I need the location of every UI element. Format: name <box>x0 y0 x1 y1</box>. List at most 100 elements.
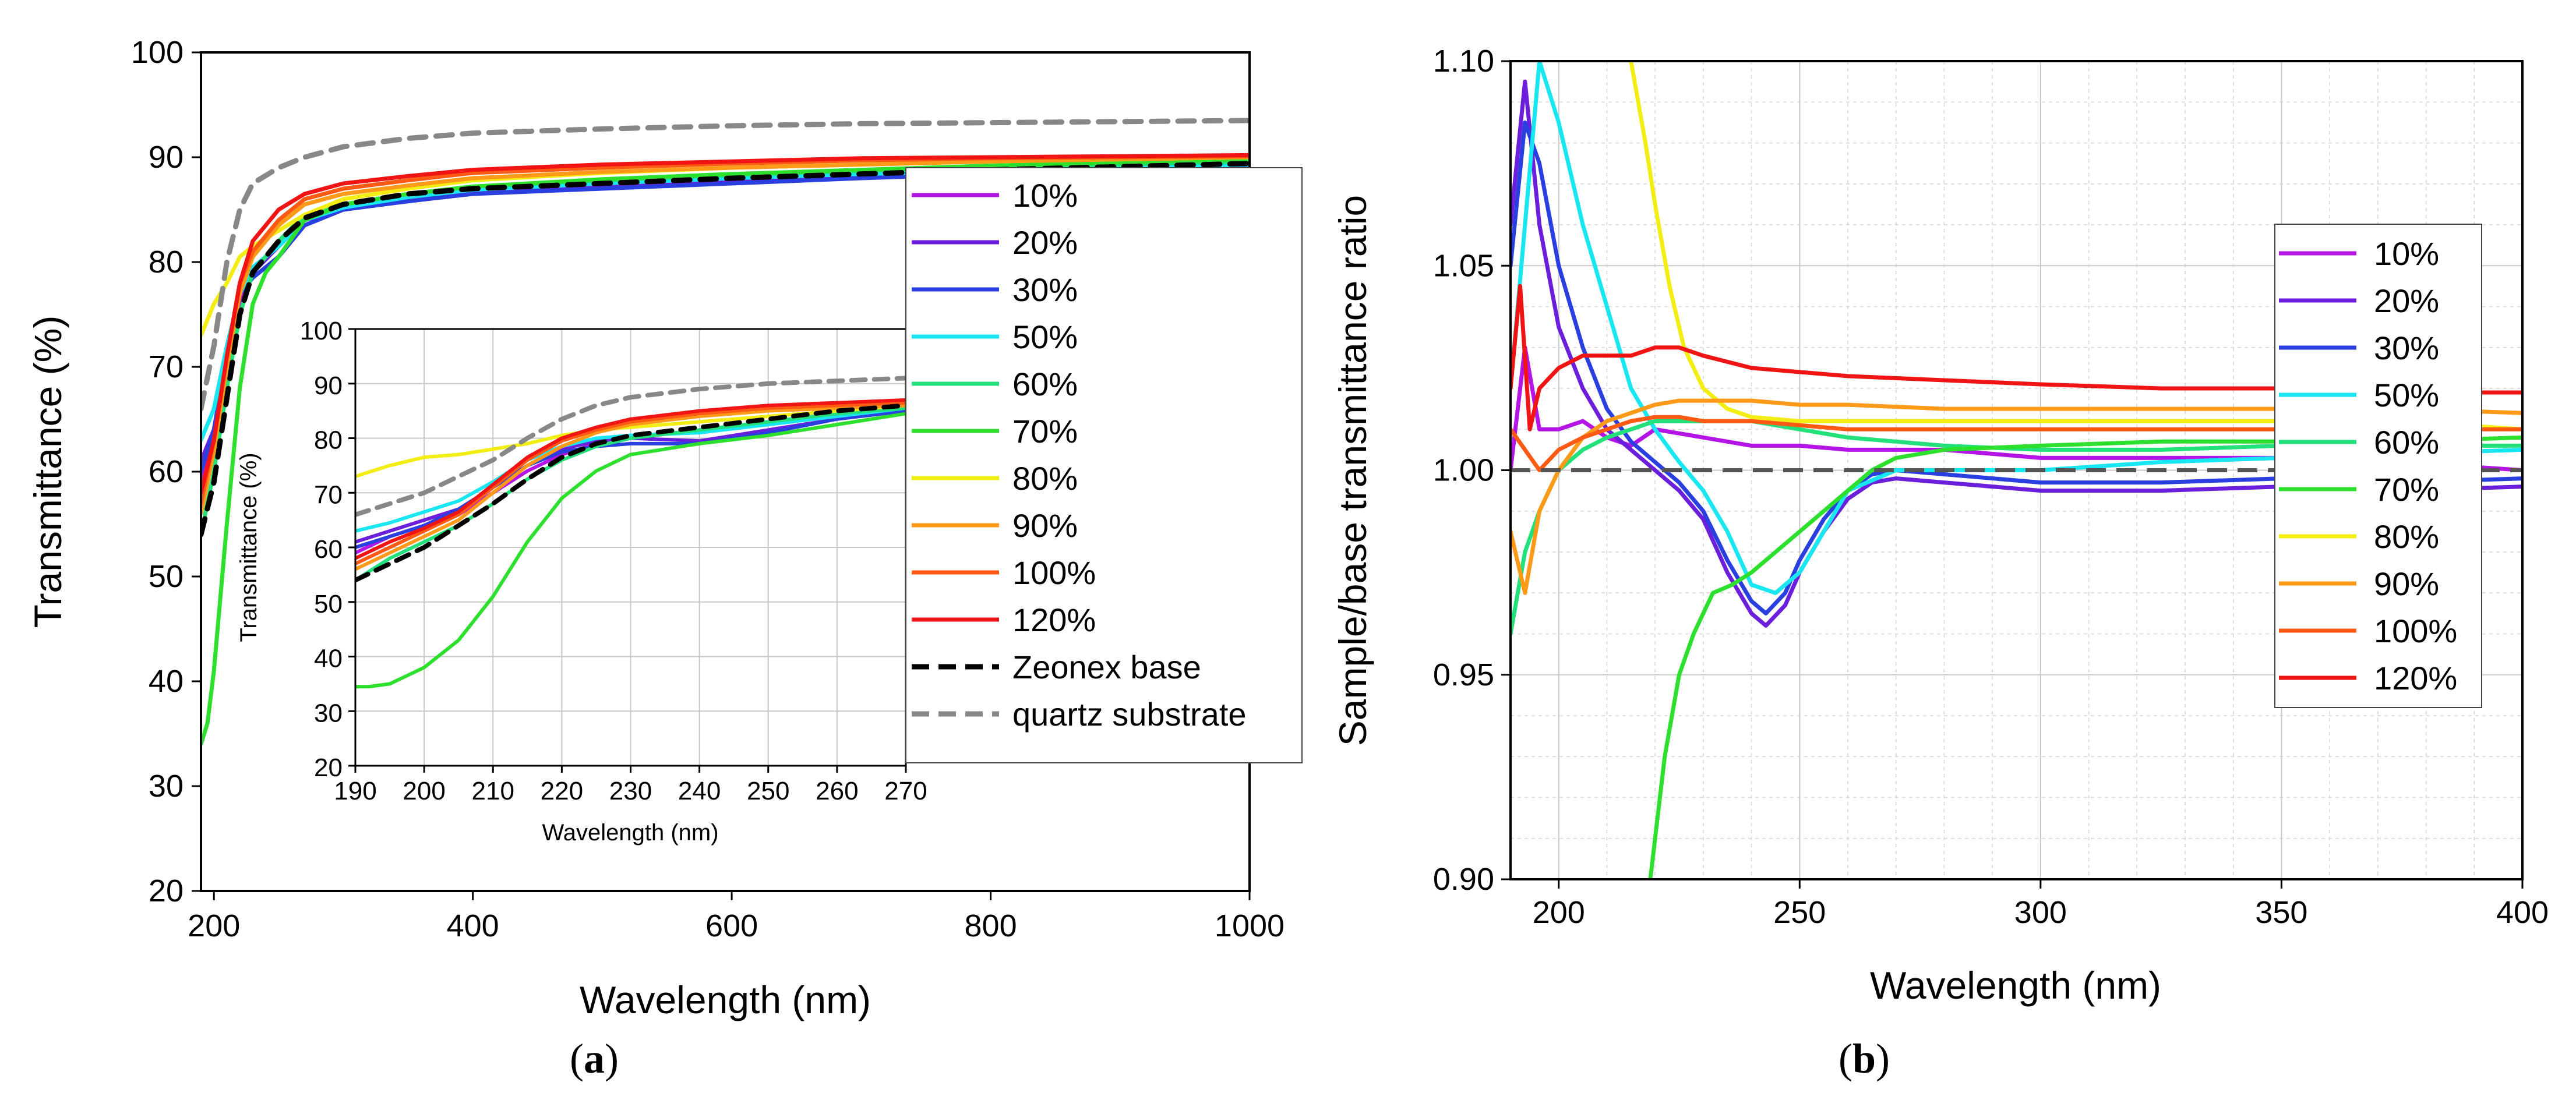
panel-a-legend-box <box>905 167 1303 763</box>
panel-b-y-axis-label: Sample/base transmittance ratio <box>1331 195 1374 746</box>
panel-b-y-tick-label: 1.00 <box>1433 453 1494 488</box>
inset-y-tick-label: 60 <box>314 535 343 564</box>
inset-y-axis-label: Transmittance (%) <box>236 452 262 642</box>
inset-x-tick-label: 210 <box>472 777 514 805</box>
panel-b-x-tick-label: 250 <box>1773 895 1826 930</box>
panel-b-series-20pct <box>1511 79 2522 628</box>
inset-x-ticks: 190 200 210 220 230 240 250 260 270 <box>334 766 927 805</box>
inset-series-70pct <box>355 412 906 689</box>
panel-a-y-tick-label: 90 <box>149 140 184 175</box>
panel-a-legend-entries: 10% 20% 30% 50% 60% 70% 80% 90% 100% 120% Zeonex b… <box>912 177 1247 733</box>
panel-a-x-tick-label: 400 <box>447 908 499 943</box>
panel-b-x-axis-label: Wavelength (nm) <box>1870 964 2161 1007</box>
panel-b-legend-label-60pct: 60% <box>2374 424 2439 461</box>
panel-b-y-ticks: 0.90 0.95 1.00 1.05 1.10 <box>1433 44 1511 897</box>
panel-b-x-tick-label: 300 <box>2014 895 2067 930</box>
panel-b: 200 250 300 350 400 0.90 0.95 1.00 1.05 1.10 Wav… <box>1331 44 2549 1082</box>
panel-b-y-tick-label: 1.05 <box>1433 248 1494 283</box>
inset-x-tick-label: 190 <box>334 777 376 805</box>
panel-a-series-quartz-substrate <box>201 118 1250 412</box>
panel-b-legend-box <box>2274 224 2482 708</box>
panel-a-legend-label-50pct: 50% <box>1012 319 1078 355</box>
panel-a-x-tick-label: 600 <box>705 908 758 943</box>
inset-y-tick-label: 90 <box>314 372 343 400</box>
panel-b-series-70pct <box>1648 435 2522 879</box>
inset-series-zeonex-base <box>355 403 906 583</box>
panel-b-plot-area <box>1511 61 2522 879</box>
panel-a-legend-label-30pct: 30% <box>1012 271 1078 308</box>
inset-x-tick-label: 250 <box>747 777 789 805</box>
inset-y-tick-label: 50 <box>314 590 343 618</box>
panel-a-x-ticks: 200 400 600 800 1000 <box>188 891 1285 943</box>
inset-y-tick-label: 30 <box>314 699 343 727</box>
panel-a-y-tick-label: 70 <box>149 349 184 384</box>
inset-series-20pct <box>355 409 906 544</box>
inset-series-quartz-substrate <box>355 376 906 517</box>
panel-b-series-30pct <box>1511 120 2522 616</box>
panel-a-y-tick-label: 100 <box>131 35 184 70</box>
panel-a-y-tick-label: 80 <box>149 245 184 280</box>
panel-b-series-120pct <box>1511 284 2522 431</box>
panel-a-y-axis-label: Transmittance (%) <box>26 316 69 628</box>
inset-series-100pct <box>355 401 906 566</box>
panel-b-legend-label-120pct: 120% <box>2374 660 2457 696</box>
panel-b-legend-label-90pct: 90% <box>2374 565 2439 602</box>
panel-b-series-10pct <box>1511 345 2522 472</box>
panel-b-x-tick-label: 200 <box>1533 895 1585 930</box>
panel-b-x-tick-label: 350 <box>2255 895 2307 930</box>
inset-series-90pct <box>355 404 906 571</box>
panel-b-legend-label-30pct: 30% <box>2374 330 2439 366</box>
inset-x-tick-label: 200 <box>403 777 445 805</box>
panel-b-legend-label-20pct: 20% <box>2374 282 2439 319</box>
panel-b-x-tick-label: 400 <box>2496 895 2549 930</box>
panel-b-legend-label-10pct: 10% <box>2374 235 2439 272</box>
panel-a-y-tick-label: 20 <box>149 873 184 908</box>
panel-a-legend-label-120pct: 120% <box>1012 602 1096 638</box>
panel-a-legend-label-100pct: 100% <box>1012 554 1096 591</box>
panel-a-legend-label-80pct: 80% <box>1012 460 1078 497</box>
inset-y-tick-label: 70 <box>314 480 343 509</box>
panel-a-legend-label-70pct: 70% <box>1012 413 1078 450</box>
inset-series-30pct <box>355 409 906 549</box>
panel-b-series-50pct <box>1511 61 2522 595</box>
panel-b-x-ticks: 200 250 300 350 400 <box>1533 879 2549 930</box>
panel-a-y-tick-label: 40 <box>149 664 184 699</box>
inset-x-tick-label: 270 <box>884 777 927 805</box>
panel-b-legend-label-70pct: 70% <box>2374 471 2439 508</box>
inset-x-axis-label: Wavelength (nm) <box>542 820 718 846</box>
panel-b-y-tick-label: 0.90 <box>1433 862 1494 897</box>
panel-b-series-80pct <box>1629 61 2522 431</box>
inset-y-tick-label: 20 <box>314 754 343 782</box>
panel-a-legend-label-10pct: 10% <box>1012 177 1078 214</box>
panel-b-legend-label-80pct: 80% <box>2374 518 2439 555</box>
panel-b-legend: 10% 20% 30% 50% 60% 70% 80% 90% 100% 120% <box>2274 224 2482 708</box>
panel-b-caption: (b) <box>1839 1035 1890 1082</box>
inset-y-ticks: 20 30 40 50 60 70 80 90 100 <box>300 317 355 782</box>
panel-b-legend-entries: 10% 20% 30% 50% 60% 70% 80% 90% 100% 120% <box>2279 235 2457 696</box>
panel-a-legend: 10% 20% 30% 50% 60% 70% 80% 90% 100% 120% Zeonex b… <box>905 167 1303 763</box>
inset-y-tick-label: 40 <box>314 645 343 673</box>
panel-a-y-tick-label: 30 <box>149 769 184 804</box>
inset-plot-area <box>355 376 906 689</box>
panel-a-x-tick-label: 800 <box>965 908 1017 943</box>
inset-series-80pct <box>355 404 906 479</box>
inset-x-tick-label: 260 <box>816 777 858 805</box>
panel-a-legend-label-quartz-substrate: quartz substrate <box>1012 696 1247 733</box>
panel-a-legend-label-60pct: 60% <box>1012 366 1078 402</box>
inset-x-tick-label: 240 <box>678 777 721 805</box>
panel-a-x-tick-label: 1000 <box>1215 908 1285 943</box>
panel-b-legend-label-50pct: 50% <box>2374 377 2439 413</box>
panel-b-y-tick-label: 0.95 <box>1433 657 1494 692</box>
inset-x-tick-label: 220 <box>541 777 583 805</box>
panel-b-y-tick-label: 1.10 <box>1433 44 1494 79</box>
inset-x-tick-label: 230 <box>609 777 652 805</box>
panel-b-legend-label-100pct: 100% <box>2374 613 2457 649</box>
panel-a-legend-label-90pct: 90% <box>1012 507 1078 544</box>
panel-a-caption: (a) <box>570 1035 619 1082</box>
panel-a-y-tick-label: 60 <box>149 454 184 489</box>
panel-a-inset: 190 200 210 220 230 240 250 260 270 20 30 40 50 60 70… <box>236 317 927 846</box>
panel-a-y-ticks: 20 30 40 50 60 70 80 90 100 <box>131 35 201 908</box>
panel-a-legend-label-20pct: 20% <box>1012 224 1078 261</box>
panel-a-x-axis-label: Wavelength (nm) <box>580 978 871 1021</box>
